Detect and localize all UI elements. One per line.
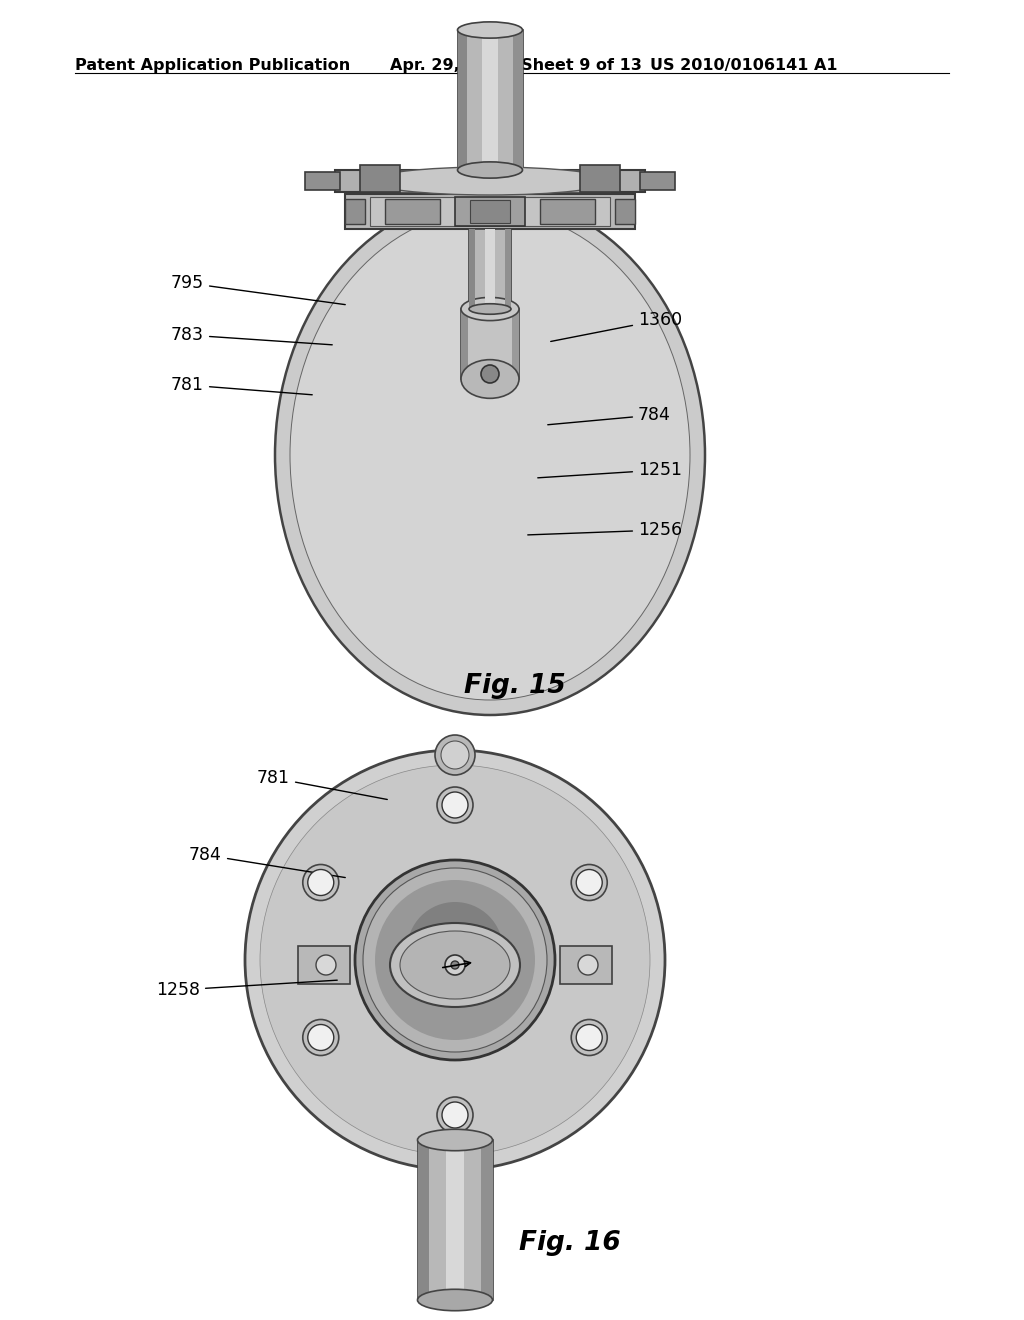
Text: Apr. 29, 2010  Sheet 9 of 13: Apr. 29, 2010 Sheet 9 of 13 bbox=[390, 58, 642, 73]
Circle shape bbox=[571, 865, 607, 900]
Bar bbox=[615, 199, 635, 224]
Bar bbox=[580, 165, 620, 191]
Circle shape bbox=[437, 1097, 473, 1133]
Text: US 2010/0106141 A1: US 2010/0106141 A1 bbox=[650, 58, 838, 73]
Bar bbox=[446, 1140, 464, 1300]
Text: 781: 781 bbox=[171, 376, 312, 395]
Text: 784: 784 bbox=[189, 846, 345, 878]
Bar bbox=[482, 30, 498, 170]
Bar bbox=[640, 172, 675, 190]
Circle shape bbox=[316, 954, 336, 975]
Circle shape bbox=[362, 869, 547, 1052]
Bar bbox=[513, 30, 522, 170]
Circle shape bbox=[303, 865, 339, 900]
Circle shape bbox=[375, 880, 535, 1040]
Circle shape bbox=[245, 750, 665, 1170]
Ellipse shape bbox=[290, 210, 690, 700]
Circle shape bbox=[442, 792, 468, 818]
Bar bbox=[345, 199, 365, 224]
Ellipse shape bbox=[461, 297, 519, 321]
Circle shape bbox=[445, 954, 465, 975]
Bar bbox=[305, 172, 340, 190]
Circle shape bbox=[260, 766, 650, 1155]
Ellipse shape bbox=[390, 923, 520, 1007]
Bar bbox=[505, 228, 511, 309]
Bar bbox=[360, 165, 400, 191]
Text: 1360: 1360 bbox=[551, 312, 682, 342]
Text: 784: 784 bbox=[548, 407, 671, 425]
Ellipse shape bbox=[458, 162, 522, 178]
Text: 1256: 1256 bbox=[527, 521, 682, 539]
Circle shape bbox=[451, 961, 459, 969]
Text: Fig. 15: Fig. 15 bbox=[464, 673, 566, 700]
Text: Patent Application Publication: Patent Application Publication bbox=[75, 58, 350, 73]
Bar bbox=[512, 309, 519, 379]
Circle shape bbox=[577, 870, 602, 895]
Bar bbox=[298, 946, 350, 983]
Bar bbox=[455, 197, 525, 226]
Circle shape bbox=[441, 741, 469, 770]
Bar bbox=[418, 1140, 493, 1300]
Circle shape bbox=[442, 1102, 468, 1129]
Bar bbox=[458, 30, 467, 170]
Circle shape bbox=[437, 787, 473, 822]
Text: 795: 795 bbox=[171, 275, 345, 305]
Bar bbox=[345, 194, 635, 228]
Bar bbox=[458, 30, 522, 170]
Ellipse shape bbox=[275, 195, 705, 715]
Circle shape bbox=[577, 1024, 602, 1051]
Bar bbox=[418, 1140, 429, 1300]
Circle shape bbox=[303, 1019, 339, 1056]
Ellipse shape bbox=[400, 931, 510, 999]
Bar bbox=[485, 228, 495, 309]
Bar bbox=[469, 228, 511, 309]
Bar bbox=[470, 201, 510, 223]
Bar bbox=[370, 197, 610, 226]
Ellipse shape bbox=[370, 168, 610, 195]
Bar bbox=[540, 199, 595, 224]
Bar bbox=[461, 309, 468, 379]
Text: 783: 783 bbox=[171, 326, 332, 345]
Ellipse shape bbox=[458, 22, 522, 38]
Bar bbox=[481, 1140, 493, 1300]
Circle shape bbox=[407, 902, 503, 998]
Bar bbox=[335, 170, 645, 191]
Circle shape bbox=[571, 1019, 607, 1056]
Circle shape bbox=[308, 870, 334, 895]
Circle shape bbox=[435, 735, 475, 775]
Bar bbox=[461, 309, 519, 379]
Circle shape bbox=[308, 1024, 334, 1051]
Ellipse shape bbox=[469, 304, 511, 314]
Ellipse shape bbox=[418, 1130, 493, 1151]
Bar bbox=[370, 170, 610, 191]
Bar bbox=[469, 228, 475, 309]
Text: Fig. 16: Fig. 16 bbox=[519, 1230, 621, 1257]
Circle shape bbox=[578, 954, 598, 975]
Text: 781: 781 bbox=[257, 770, 387, 800]
Ellipse shape bbox=[461, 359, 519, 399]
Ellipse shape bbox=[418, 1290, 493, 1311]
Circle shape bbox=[481, 366, 499, 383]
Text: 1258: 1258 bbox=[156, 981, 337, 999]
Circle shape bbox=[355, 861, 555, 1060]
Text: 1251: 1251 bbox=[538, 461, 682, 479]
Bar bbox=[560, 946, 612, 983]
Bar bbox=[385, 199, 440, 224]
Circle shape bbox=[489, 459, 490, 461]
